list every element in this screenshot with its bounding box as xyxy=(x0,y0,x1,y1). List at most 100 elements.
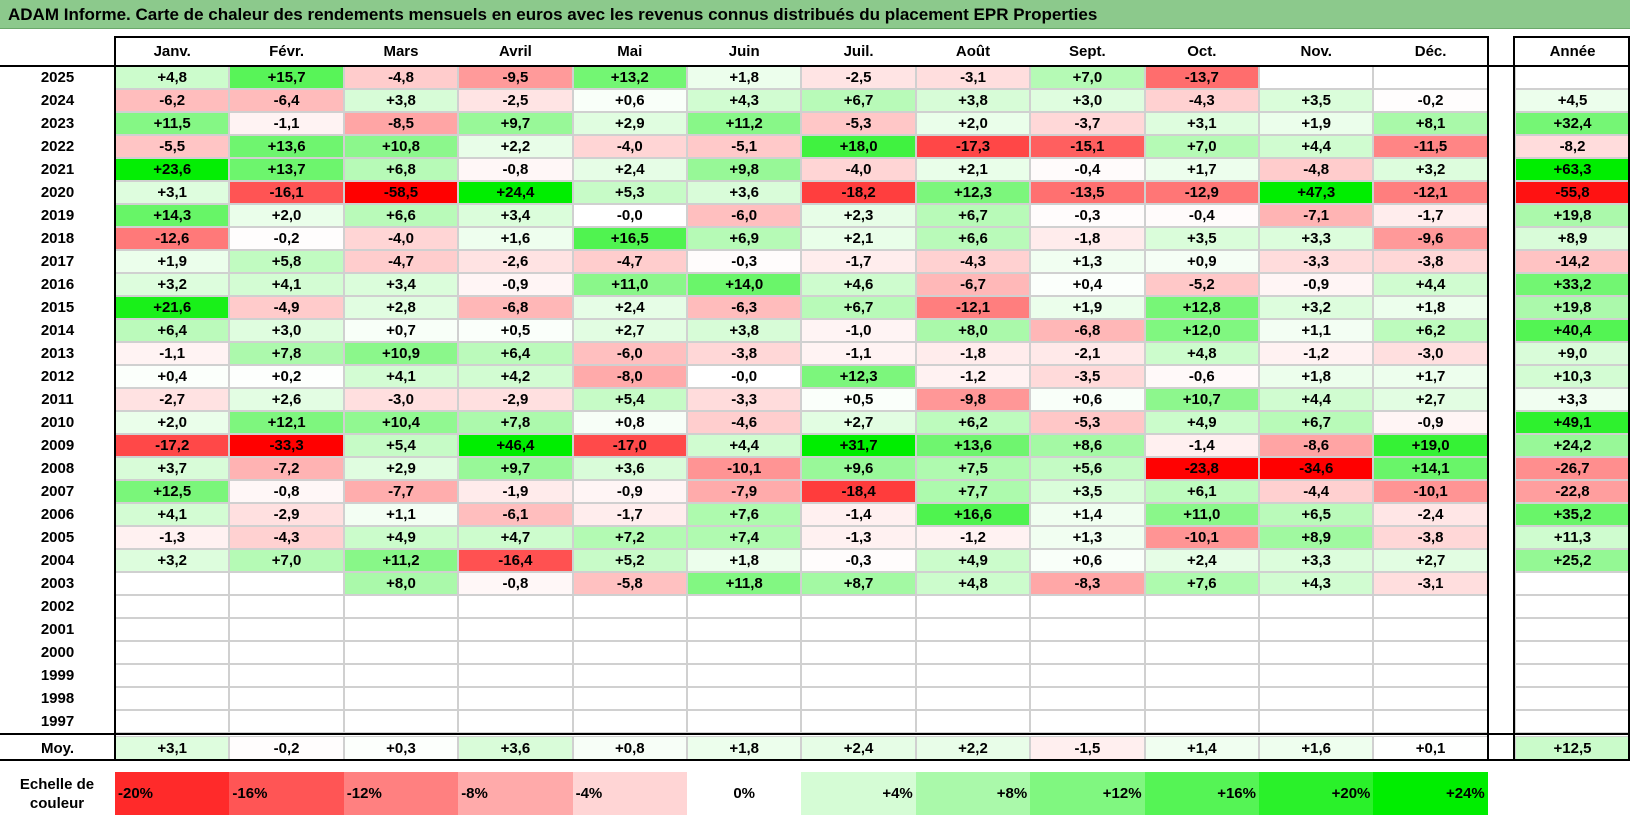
heatmap-cell: +9,6 xyxy=(801,457,916,480)
heatmap-cell: +14,3 xyxy=(115,204,230,227)
heatmap-cell xyxy=(1030,664,1145,687)
heatmap-cell xyxy=(1373,664,1488,687)
heatmap-cell: +13,2 xyxy=(572,66,687,89)
heatmap-cell: -12,6 xyxy=(115,227,230,250)
heatmap-cell: +3,5 xyxy=(1030,480,1145,503)
heatmap-cell xyxy=(801,595,916,618)
heatmap-cell: +3,6 xyxy=(687,181,802,204)
heatmap-cell: +1,8 xyxy=(687,549,802,572)
heatmap-cell xyxy=(229,664,344,687)
heatmap-cell: -4,3 xyxy=(229,526,344,549)
heatmap-cell: -0,9 xyxy=(1373,411,1488,434)
heatmap-cell: +2,3 xyxy=(801,204,916,227)
heatmap-cell: +7,0 xyxy=(1144,135,1259,158)
annual-cell: +8,9 xyxy=(1515,227,1630,250)
annual-cell: -55,8 xyxy=(1515,181,1630,204)
heatmap-cell: -3,1 xyxy=(1373,572,1488,595)
heatmap-cell xyxy=(1144,664,1259,687)
heatmap-cell: +3,3 xyxy=(1259,549,1374,572)
annual-cell: +24,2 xyxy=(1515,434,1630,457)
heatmap-cell: +0,6 xyxy=(572,89,687,112)
annual-cell: -14,2 xyxy=(1515,250,1630,273)
year-label: 2015 xyxy=(40,299,75,316)
annual-cell: -22,8 xyxy=(1515,480,1630,503)
heatmap-cell: +11,8 xyxy=(687,572,802,595)
heatmap-cell xyxy=(458,641,573,664)
heatmap-cell xyxy=(229,687,344,710)
heatmap-cell xyxy=(572,618,687,641)
heatmap-cell: +1,4 xyxy=(1030,503,1145,526)
heatmap-cell: +10,8 xyxy=(343,135,459,158)
heatmap-cell: +4,1 xyxy=(115,503,230,526)
heatmap-cell: +12,0 xyxy=(1144,319,1259,342)
heatmap-cell: -12,9 xyxy=(1144,181,1259,204)
heatmap-cell: -1,0 xyxy=(801,319,916,342)
heatmap-cell: -10,1 xyxy=(1144,526,1259,549)
annual-cell: +11,3 xyxy=(1515,526,1630,549)
heatmap-cell: +3,5 xyxy=(1259,89,1374,112)
heatmap-cell: -1,8 xyxy=(1030,227,1145,250)
heatmap-cell: -2,7 xyxy=(115,388,230,411)
heatmap-cell xyxy=(115,618,230,641)
year-label: 2022 xyxy=(40,138,75,155)
average-cell: +1,8 xyxy=(687,736,802,760)
heatmap-cell: -0,0 xyxy=(572,204,687,227)
heatmap-cell: -7,1 xyxy=(1259,204,1374,227)
heatmap-cell: +0,4 xyxy=(1030,273,1145,296)
heatmap-cell: +13,7 xyxy=(229,158,344,181)
heatmap-cell xyxy=(1144,687,1259,710)
month-header: Sept. xyxy=(1069,42,1106,60)
heatmap-cell: +4,7 xyxy=(458,526,573,549)
year-label: 2025 xyxy=(40,69,75,86)
heatmap-cell: +12,5 xyxy=(115,480,230,503)
heatmap-cell xyxy=(229,572,344,595)
heatmap-cell xyxy=(572,595,687,618)
year-label: 2010 xyxy=(40,414,75,431)
heatmap-cell xyxy=(1373,710,1488,733)
heatmap-cell: +3,6 xyxy=(572,457,687,480)
heatmap-cell: +1,7 xyxy=(1373,365,1488,388)
heatmap-cell xyxy=(229,595,344,618)
heatmap-cell: +4,3 xyxy=(687,89,802,112)
heatmap-cell xyxy=(801,664,916,687)
annual-cell: +19,8 xyxy=(1515,204,1630,227)
heatmap-cell: +3,3 xyxy=(1259,227,1374,250)
heatmap-cell xyxy=(1259,687,1374,710)
heatmap-cell: -4,0 xyxy=(343,227,459,250)
heatmap-cell: +2,4 xyxy=(572,158,687,181)
heatmap-cell: -1,2 xyxy=(1259,342,1374,365)
heatmap-cell: +3,4 xyxy=(458,204,573,227)
year-label: 2005 xyxy=(40,529,75,546)
year-label: 2001 xyxy=(40,621,75,638)
heatmap-cell: -17,0 xyxy=(572,434,687,457)
heatmap-cell: +11,5 xyxy=(115,112,230,135)
heatmap-cell: +0,4 xyxy=(115,365,230,388)
heatmap-cell: +4,8 xyxy=(115,66,230,89)
color-scale-step: +8% xyxy=(915,772,1031,815)
heatmap-cell: -10,1 xyxy=(1373,480,1488,503)
heatmap-cell: +6,7 xyxy=(801,296,916,319)
heatmap-cell: -1,8 xyxy=(915,342,1031,365)
heatmap-cell: +0,9 xyxy=(1144,250,1259,273)
heatmap-cell: -5,5 xyxy=(115,135,230,158)
heatmap-cell: +10,9 xyxy=(343,342,459,365)
heatmap-cell: +6,2 xyxy=(1373,319,1488,342)
heatmap-cell: -2,5 xyxy=(801,66,916,89)
year-column-header: Année xyxy=(1549,42,1596,60)
heatmap-cell xyxy=(1373,595,1488,618)
heatmap-cell: +5,4 xyxy=(572,388,687,411)
annual-cell: +33,2 xyxy=(1515,273,1630,296)
heatmap-cell: +2,4 xyxy=(1144,549,1259,572)
heatmap-cell: -1,2 xyxy=(915,365,1031,388)
heatmap-cell: -13,7 xyxy=(1144,66,1259,89)
heatmap-cell xyxy=(801,641,916,664)
heatmap-cell: +2,9 xyxy=(572,112,687,135)
annual-cell xyxy=(1515,710,1630,733)
heatmap-cell: +9,8 xyxy=(687,158,802,181)
heatmap-cell xyxy=(687,687,802,710)
color-scale-step: +20% xyxy=(1259,772,1374,815)
heatmap-cell: -12,1 xyxy=(915,296,1031,319)
heatmap-cell xyxy=(343,710,459,733)
heatmap-cell: +2,4 xyxy=(572,296,687,319)
heatmap-cell: +6,6 xyxy=(343,204,459,227)
